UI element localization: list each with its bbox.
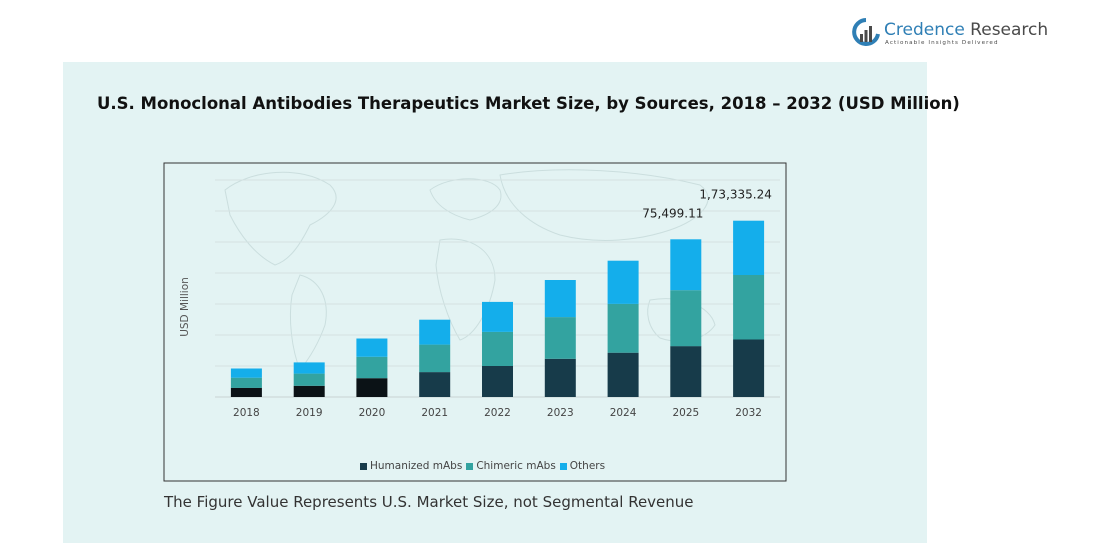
world-map-backdrop [224, 169, 716, 371]
bar-others-2020 [356, 338, 388, 357]
x-tick-label: 2022 [484, 407, 511, 419]
bar-humanized-2021 [419, 372, 451, 397]
legend-swatch [559, 462, 567, 470]
brand-tagline: Actionable Insights Delivered [885, 40, 999, 46]
data-label-2032: 1,73,335.24 [699, 188, 772, 202]
footnote: The Figure Value Represents U.S. Market … [164, 493, 694, 511]
x-tick-label: 2025 [672, 407, 699, 419]
bar-humanized-2018 [230, 387, 262, 397]
legend-swatch [360, 462, 367, 470]
chart-legend: Humanized mAbs Chimeric mAbs Others [360, 460, 605, 472]
x-tick-label: 2024 [610, 407, 637, 419]
bar-chimeric-2025 [670, 290, 702, 347]
bar-chimeric-2021 [419, 344, 451, 373]
x-tick-label: 2019 [296, 407, 323, 419]
bars-group [230, 220, 765, 397]
brand-name-second: Research [964, 20, 1049, 40]
bar-humanized-2024 [607, 352, 639, 397]
legend-item-others: Others [559, 460, 606, 472]
bar-chimeric-2022 [482, 331, 513, 366]
logo-mark-icon [852, 18, 880, 46]
bar-humanized-2022 [482, 366, 513, 397]
bar-others-2025 [670, 239, 702, 291]
brand-name: Credence Research [884, 20, 1048, 40]
bar-others-2024 [607, 260, 639, 304]
legend-label: Humanized mAbs [370, 460, 463, 472]
bar-humanized-2023 [544, 358, 576, 397]
bar-humanized-2025 [670, 346, 702, 397]
bar-chimeric-2024 [607, 303, 639, 353]
bar-others-2019 [293, 362, 325, 374]
legend-item-chimeric: Chimeric mAbs [466, 460, 556, 472]
brand-name-first: Credence [884, 20, 965, 40]
brand-logo: Credence Research Actionable Insights De… [852, 18, 1052, 50]
data-label-2025: 75,499.11 [642, 206, 703, 220]
bar-chimeric-2020 [356, 356, 388, 379]
bar-others-2023 [544, 280, 576, 318]
bar-chimeric-2032 [733, 274, 765, 340]
bar-chimeric-2023 [544, 317, 576, 359]
x-tick-label: 2021 [421, 407, 448, 419]
legend-swatch [466, 462, 474, 470]
bar-humanized-2032 [733, 339, 765, 397]
data-labels: 75,499.11 1,73,335.24 [642, 188, 772, 221]
x-tick-label: 2018 [233, 407, 260, 419]
x-tick-label: 2023 [547, 407, 574, 419]
legend-label: Chimeric mAbs [476, 460, 556, 472]
bar-others-2032 [733, 220, 765, 275]
chart-title: U.S. Monoclonal Antibodies Therapeutics … [97, 94, 960, 113]
x-tick-label: 2020 [359, 407, 386, 419]
y-axis-label: USD Million [179, 277, 191, 337]
bar-others-2021 [419, 319, 451, 345]
x-tick-label: 2032 [735, 407, 762, 419]
x-tick-labels: 2018 2019 2020 2021 2022 2023 2024 2025 2032 [233, 407, 762, 419]
bar-chimeric-2018 [230, 377, 262, 388]
bar-others-2022 [482, 301, 513, 332]
plot-frame [163, 162, 787, 482]
bar-others-2018 [230, 368, 262, 378]
bar-chimeric-2019 [293, 373, 325, 386]
legend-label: Others [569, 460, 606, 472]
bar-humanized-2020 [356, 378, 388, 397]
bar-humanized-2019 [293, 385, 325, 397]
legend-item-humanized: Humanized mAbs [360, 460, 462, 472]
